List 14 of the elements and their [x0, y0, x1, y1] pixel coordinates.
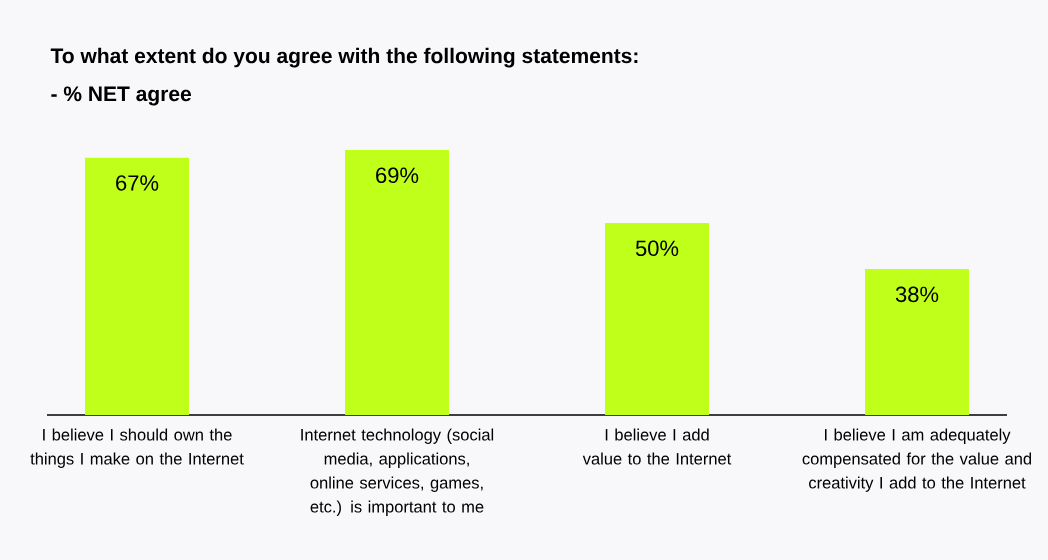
x-tick-label: I believe I am adequately compensated for the value and creativity I add to the Internet — [802, 428, 1032, 492]
bar — [605, 222, 710, 415]
data-label: 67% — [116, 175, 159, 191]
chart-subtitle: - % NET agree — [51, 86, 191, 106]
data-label: 38% — [895, 286, 939, 303]
x-tick-label: Internet technology (social media, applications, online services, games, etc.) is important to me — [301, 428, 494, 516]
data-label: 69% — [376, 167, 419, 184]
bar — [85, 157, 190, 415]
x-tick-label: I believe I add value to the Internet — [582, 428, 732, 465]
chart-title: To what extent do you agree with the following statements: — [50, 47, 638, 68]
bar — [865, 269, 970, 415]
x-tick-label: I believe I should own the things I make on the Internet — [30, 428, 244, 468]
bar — [345, 149, 450, 415]
data-label: 50% — [635, 240, 679, 257]
